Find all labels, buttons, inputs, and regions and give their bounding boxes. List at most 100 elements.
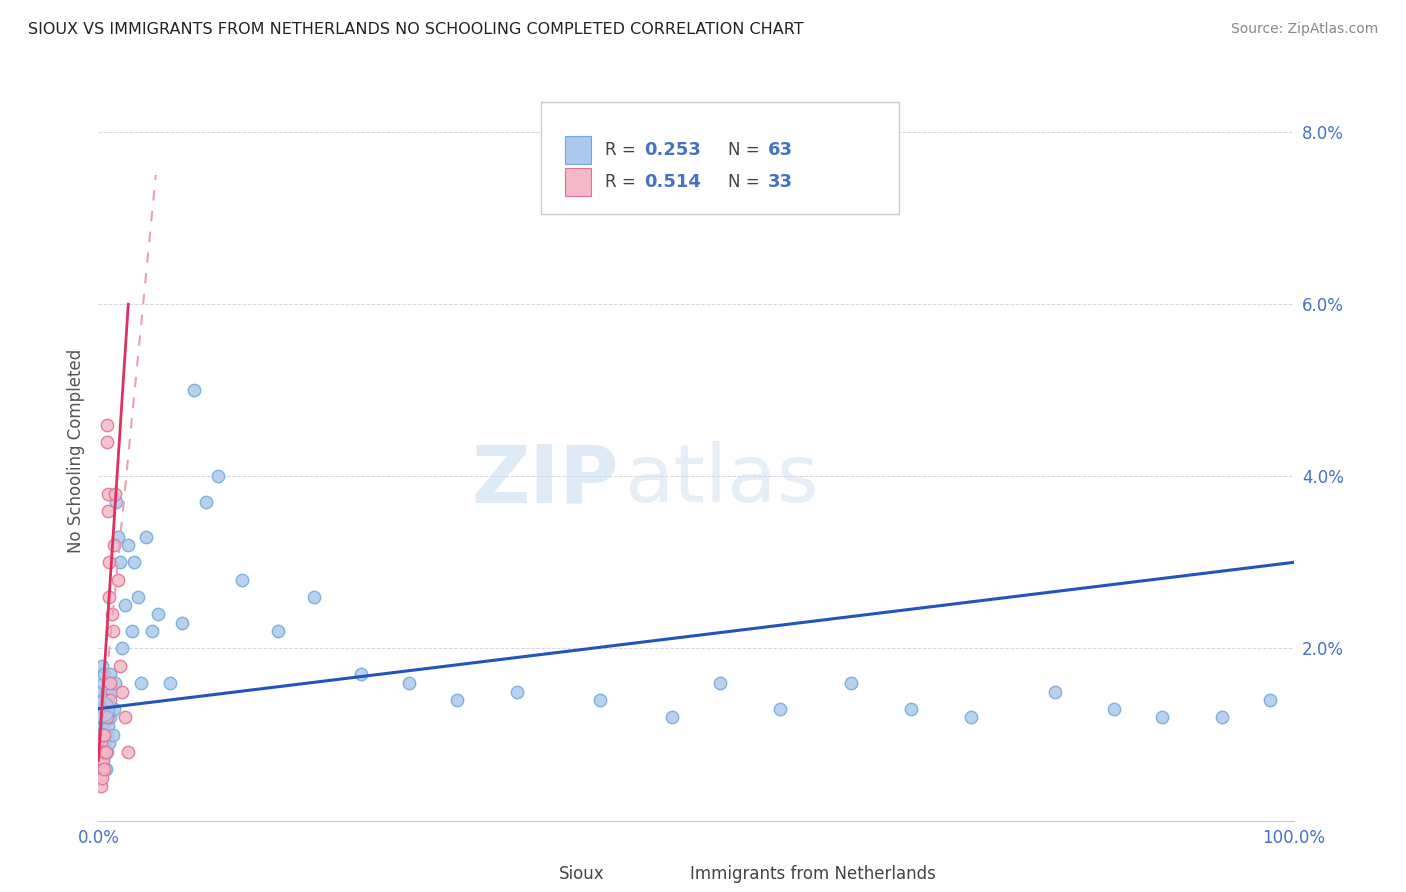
Point <box>141 624 163 639</box>
Point <box>148 607 170 621</box>
Bar <box>648 863 678 885</box>
Point <box>96 417 118 432</box>
Point <box>91 676 114 690</box>
Point <box>91 771 114 785</box>
FancyBboxPatch shape <box>540 103 900 213</box>
Point <box>91 658 114 673</box>
Point <box>231 573 253 587</box>
Text: R =: R = <box>605 141 641 160</box>
Y-axis label: No Schooling Completed: No Schooling Completed <box>67 349 86 552</box>
Point <box>1211 710 1233 724</box>
Point <box>96 684 118 698</box>
Point <box>96 710 118 724</box>
Point <box>1258 693 1281 707</box>
Text: Sioux: Sioux <box>558 865 605 883</box>
Point <box>709 676 731 690</box>
Point <box>97 486 120 500</box>
Point <box>100 607 122 621</box>
Point <box>94 693 117 707</box>
Point <box>105 495 128 509</box>
Point <box>90 736 112 750</box>
Point <box>97 504 120 518</box>
Point <box>91 745 114 759</box>
Point <box>768 702 790 716</box>
Point <box>90 684 112 698</box>
Point <box>96 727 118 741</box>
Point <box>90 779 112 793</box>
Point <box>98 555 121 569</box>
Point <box>350 667 373 681</box>
Point <box>506 684 529 698</box>
Text: N =: N = <box>728 141 765 160</box>
Point <box>98 676 122 690</box>
Point <box>98 736 121 750</box>
Point <box>91 719 114 733</box>
Point <box>207 469 229 483</box>
Point <box>103 538 125 552</box>
Point <box>90 727 112 741</box>
Point <box>91 762 114 776</box>
Point <box>159 676 181 690</box>
Point <box>267 624 290 639</box>
Point <box>93 745 115 759</box>
Point <box>398 676 420 690</box>
Point <box>127 590 149 604</box>
Point <box>302 590 325 604</box>
Point <box>90 762 112 776</box>
Point <box>98 693 122 707</box>
Bar <box>565 168 591 196</box>
Bar <box>517 863 547 885</box>
Point <box>91 745 114 759</box>
Text: N =: N = <box>728 173 765 191</box>
Point <box>91 753 114 767</box>
Point <box>117 538 139 552</box>
Bar <box>565 136 591 164</box>
Point <box>1043 684 1066 698</box>
Point <box>446 693 468 707</box>
Text: Source: ZipAtlas.com: Source: ZipAtlas.com <box>1230 22 1378 37</box>
Point <box>107 573 129 587</box>
Text: 33: 33 <box>768 173 793 191</box>
Point <box>98 667 122 681</box>
Point <box>93 762 115 776</box>
Point <box>89 753 111 767</box>
Point <box>91 753 114 767</box>
Point <box>194 495 218 509</box>
Point <box>183 383 205 397</box>
Point <box>104 486 127 500</box>
Point <box>135 530 157 544</box>
Point <box>93 736 115 750</box>
Point <box>114 599 136 613</box>
Text: 0.514: 0.514 <box>644 173 702 191</box>
Point <box>108 555 131 569</box>
Point <box>661 710 683 724</box>
Point <box>96 745 118 759</box>
Point <box>1150 710 1173 724</box>
Point <box>101 624 124 639</box>
Point <box>94 710 117 724</box>
Point <box>93 727 115 741</box>
Point <box>93 702 115 716</box>
Text: atlas: atlas <box>624 441 818 519</box>
Point <box>97 719 120 733</box>
Point <box>589 693 612 707</box>
Point <box>114 710 136 724</box>
Point <box>131 676 153 690</box>
Point <box>89 710 111 724</box>
Point <box>93 667 115 681</box>
Point <box>117 745 139 759</box>
Point <box>91 727 114 741</box>
Point <box>96 434 118 449</box>
Point <box>94 745 117 759</box>
Text: 0.253: 0.253 <box>644 141 702 160</box>
Point <box>959 710 981 724</box>
Point <box>100 684 122 698</box>
Text: 63: 63 <box>768 141 793 160</box>
Text: ZIP: ZIP <box>471 441 619 519</box>
Point <box>900 702 922 716</box>
Point <box>91 693 114 707</box>
Point <box>94 762 117 776</box>
Point <box>1102 702 1125 716</box>
Point <box>89 771 111 785</box>
Point <box>111 641 134 656</box>
